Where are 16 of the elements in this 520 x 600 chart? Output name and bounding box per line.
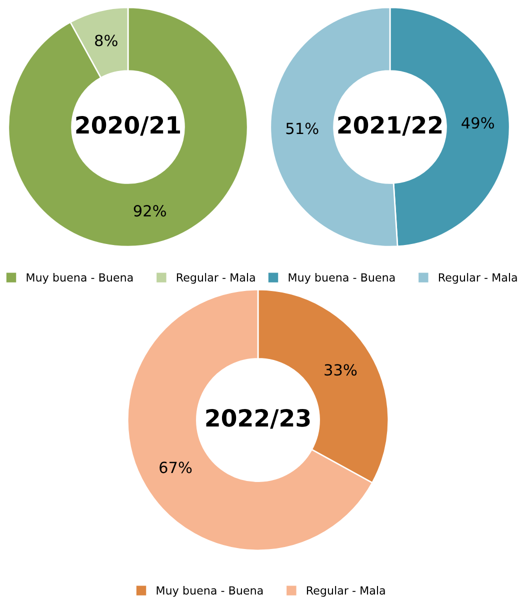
legend-label: Muy buena - Buena — [26, 273, 133, 284]
text: 2022/23 — [206, 408, 310, 429]
legend-label: Muy buena - Buena — [156, 586, 263, 597]
data-label: 33% — [324, 364, 357, 376]
donut-slice — [8, 6, 248, 248]
legend-label: Regular - Mala — [438, 273, 517, 284]
data-label: 51% — [286, 122, 318, 134]
data-label: 67% — [160, 462, 192, 474]
text: 2021/22 — [338, 116, 442, 136]
data-label: 92% — [134, 205, 166, 217]
data-label: 8% — [95, 34, 118, 46]
legend-label: Regular - Mala — [306, 586, 385, 597]
text: 2020/21 — [76, 116, 180, 136]
legend-label: Muy buena - Buena — [288, 273, 395, 284]
data-label: 49% — [462, 117, 494, 129]
legend-label: Regular - Mala — [176, 273, 255, 284]
